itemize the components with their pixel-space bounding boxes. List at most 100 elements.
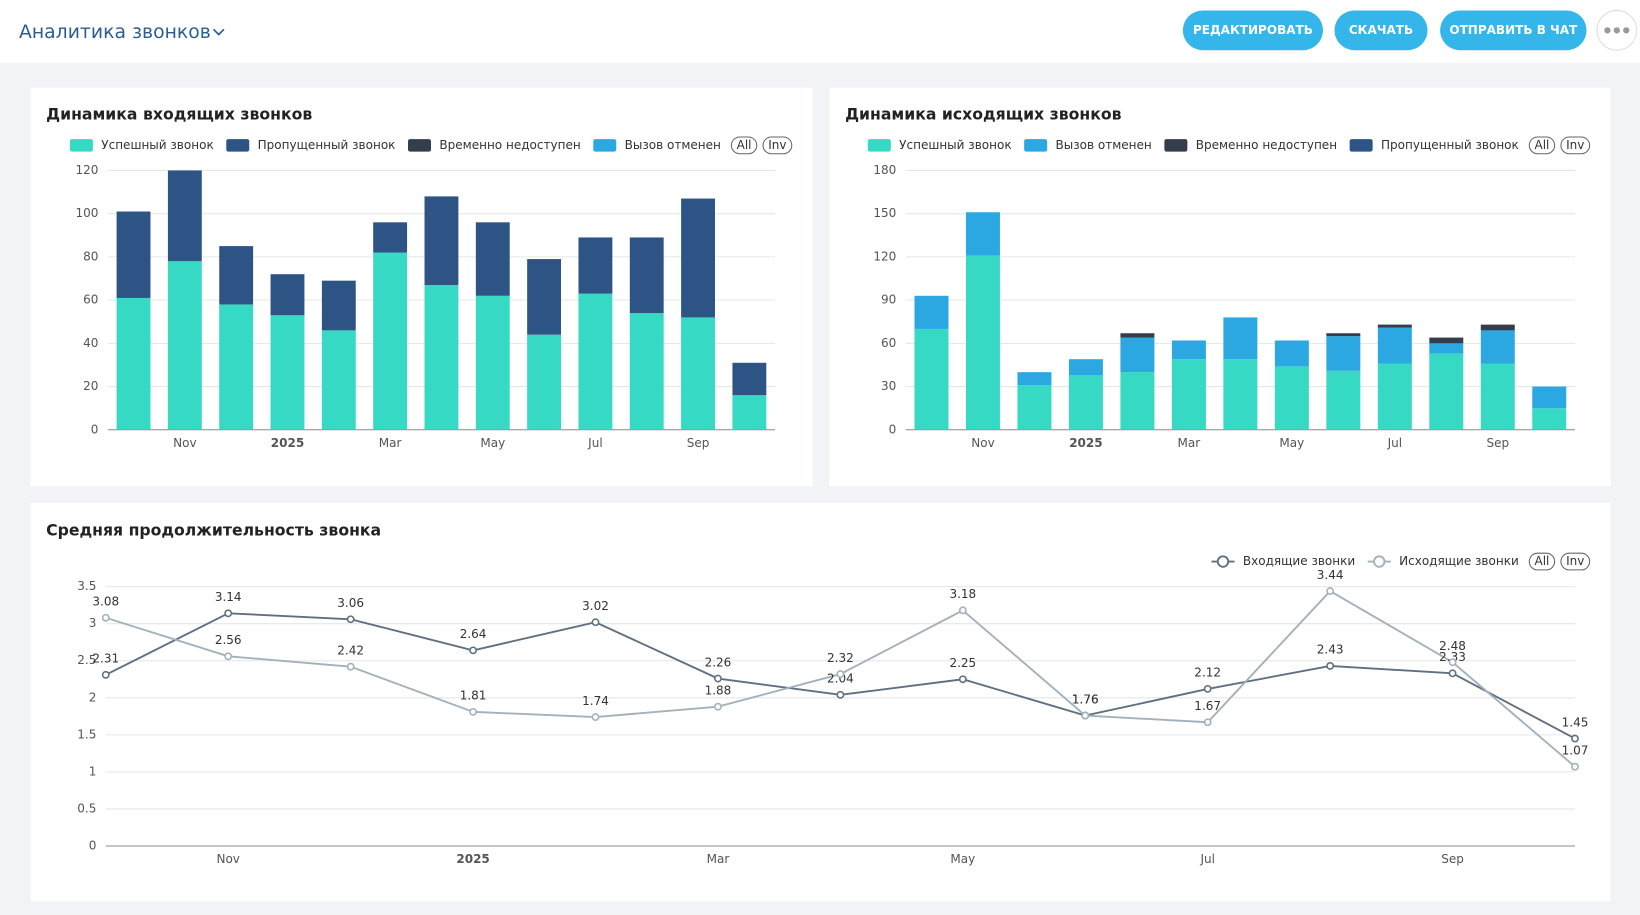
line-marker xyxy=(1203,718,1212,727)
y-tick-label: 120 xyxy=(873,249,896,263)
legend-control[interactable] xyxy=(1528,552,1556,571)
legend-control[interactable] xyxy=(762,136,793,155)
legend-swatch[interactable] xyxy=(593,139,617,152)
legend-label[interactable]: Успешный звонок xyxy=(101,138,213,152)
y-tick-label: 0.5 xyxy=(77,801,96,815)
legend-control-label[interactable]: Inv xyxy=(1566,554,1584,568)
bar-segment xyxy=(116,297,151,430)
legend-label[interactable]: Входящие звонки xyxy=(1243,554,1355,568)
legend-control-label[interactable]: All xyxy=(1534,554,1549,568)
data-label: 3.06 xyxy=(337,596,364,610)
legend-swatch-marker[interactable] xyxy=(1216,555,1230,568)
data-label: 3.14 xyxy=(215,590,242,604)
x-tick-label: May xyxy=(1279,436,1304,450)
bar-segment xyxy=(732,362,767,396)
legend-label[interactable]: Временно недоступен xyxy=(1196,138,1337,152)
y-tick-label: 2 xyxy=(89,690,97,704)
line-marker xyxy=(1081,711,1090,720)
bar-segment xyxy=(219,304,254,430)
chart-card xyxy=(829,87,1611,487)
legend-label[interactable]: Пропущенный звонок xyxy=(258,138,396,152)
data-label: 1.88 xyxy=(705,683,732,697)
data-label: 1.07 xyxy=(1562,744,1589,758)
legend-swatch[interactable] xyxy=(1164,139,1188,152)
legend-swatch-marker[interactable] xyxy=(1373,555,1386,568)
bar-segment xyxy=(1171,359,1206,430)
bar-segment xyxy=(167,170,202,262)
download-button[interactable] xyxy=(1334,10,1428,51)
legend-control[interactable] xyxy=(730,136,758,155)
bar-segment xyxy=(1068,375,1103,430)
data-label: 1.45 xyxy=(1562,715,1589,729)
x-tick-label: Sep xyxy=(1441,852,1464,866)
bar-segment xyxy=(270,315,305,430)
bar-segment xyxy=(1171,340,1206,360)
y-tick-label: 3.5 xyxy=(77,579,96,593)
edit-button[interactable] xyxy=(1182,10,1323,51)
legend-swatch[interactable] xyxy=(867,139,891,152)
legend-label[interactable]: Временно недоступен xyxy=(439,138,580,152)
y-tick-label: 1 xyxy=(89,764,97,778)
legend-swatch[interactable] xyxy=(1349,139,1373,152)
line-marker xyxy=(101,613,110,622)
x-tick-label: Mar xyxy=(1178,436,1201,450)
data-label: 2.64 xyxy=(460,627,487,641)
legend-label[interactable]: Успешный звонок xyxy=(899,138,1011,152)
data-label: 3.08 xyxy=(92,595,119,609)
bar-segment xyxy=(1326,333,1361,337)
bar-segment xyxy=(1274,366,1309,430)
line-marker xyxy=(346,615,355,624)
legend-swatch[interactable] xyxy=(226,139,250,152)
legend-swatch[interactable] xyxy=(1024,139,1048,152)
legend-control-label[interactable]: Inv xyxy=(1566,138,1584,152)
send-button[interactable] xyxy=(1440,10,1587,51)
page-title[interactable]: Аналитика звонков xyxy=(19,22,211,43)
chart-title: Динамика входящих звонков xyxy=(46,105,312,124)
bar-segment xyxy=(681,198,715,318)
data-label: 2.32 xyxy=(827,651,854,665)
y-tick-label: 40 xyxy=(83,336,98,350)
bar-segment xyxy=(578,293,613,430)
bar-segment xyxy=(681,317,715,430)
bar-segment xyxy=(1377,324,1412,328)
x-tick-label: Sep xyxy=(1486,436,1509,450)
legend-control[interactable] xyxy=(1560,136,1591,155)
bar-segment xyxy=(1532,408,1567,430)
x-tick-label: May xyxy=(480,436,505,450)
data-label: 1.67 xyxy=(1194,699,1221,713)
bar-segment xyxy=(1274,340,1309,367)
bar-segment xyxy=(1326,336,1361,371)
bar-segment xyxy=(424,284,459,430)
send-button-label[interactable]: ОТПРАВИТЬ В ЧАТ xyxy=(1449,23,1578,37)
line-marker xyxy=(1326,587,1335,596)
legend-swatch[interactable] xyxy=(69,139,93,152)
legend-control-label[interactable]: All xyxy=(737,138,752,152)
x-tick-label: 2025 xyxy=(1069,436,1102,450)
x-tick-label: 2025 xyxy=(456,852,489,866)
legend-label[interactable]: Пропущенный звонок xyxy=(1381,138,1519,152)
y-tick-label: 180 xyxy=(873,163,896,177)
bar-segment xyxy=(270,274,305,316)
legend-swatch[interactable] xyxy=(408,139,432,152)
legend-control[interactable] xyxy=(1528,136,1556,155)
bar-segment xyxy=(1223,359,1258,430)
edit-button-label[interactable]: РЕДАКТИРОВАТЬ xyxy=(1193,23,1313,37)
legend-label[interactable]: Вызов отменен xyxy=(1056,138,1152,152)
legend-control-label[interactable]: All xyxy=(1534,138,1549,152)
y-tick-label: 60 xyxy=(881,336,896,350)
y-tick-label: 100 xyxy=(76,206,99,220)
line-marker xyxy=(591,713,600,721)
bar-segment xyxy=(629,237,664,314)
bar-segment xyxy=(1480,363,1515,430)
line-marker xyxy=(714,702,722,711)
line-marker xyxy=(1448,658,1457,667)
legend-label[interactable]: Исходящие звонки xyxy=(1399,554,1519,568)
line-marker xyxy=(224,609,233,618)
data-label: 3.18 xyxy=(949,587,976,601)
line-marker xyxy=(958,606,967,615)
legend-label[interactable]: Вызов отменен xyxy=(625,138,721,152)
legend-control[interactable] xyxy=(1560,552,1591,571)
download-button-label[interactable]: СКАЧАТЬ xyxy=(1349,23,1413,37)
title-chevron[interactable] xyxy=(212,28,225,36)
legend-control-label[interactable]: Inv xyxy=(768,138,786,152)
